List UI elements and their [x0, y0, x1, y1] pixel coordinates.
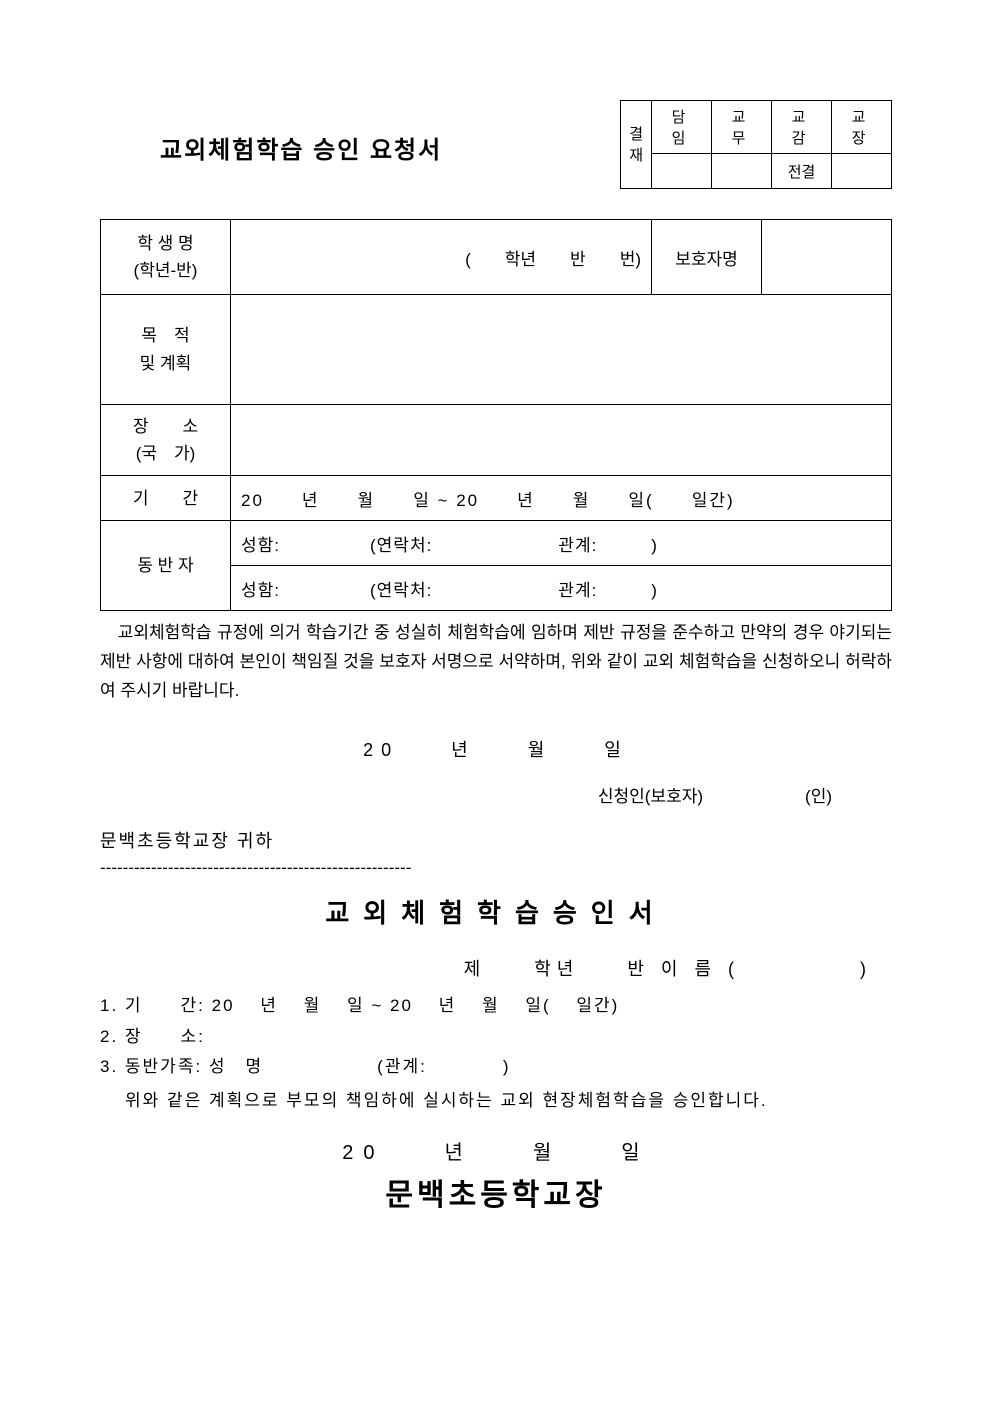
purpose-label: 목 적 및 계획	[101, 295, 231, 405]
period-label: 기 간	[101, 476, 231, 521]
approval-header-2: 교 감	[772, 101, 832, 154]
approval-cell-2: 전결	[772, 154, 832, 189]
student-label-l2: (학년-반)	[134, 261, 198, 280]
application-table: 학 생 명 (학년-반) ( 학년 반 번) 보호자명 목 적 및 계획 장 소…	[100, 219, 892, 611]
date-line: 20 년 월 일	[100, 736, 892, 762]
approval-cell-3	[832, 154, 892, 189]
student-info-cell[interactable]: ( 학년 반 번)	[231, 220, 652, 295]
approval-doc-title: 교외체험학습승인서	[100, 893, 892, 930]
student-label: 학 생 명 (학년-반)	[101, 220, 231, 295]
divider: ----------------------------------------…	[100, 858, 892, 878]
approval-stamp-table: 결재 담 임 교 무 교 감 교 장 전결	[620, 100, 892, 189]
date-line-2: 20 년 월 일	[100, 1136, 892, 1165]
header-row: 교외체험학습 승인 요청서 결재 담 임 교 무 교 감 교 장 전결	[100, 100, 892, 189]
declaration-text: 교외체험학습 규정에 의거 학습기간 중 성실히 체험학습에 임하며 제반 규정…	[100, 619, 892, 706]
place-label-l2: (국 가)	[136, 444, 196, 463]
place-label-l1: 장 소	[133, 417, 198, 436]
place-label: 장 소 (국 가)	[101, 405, 231, 476]
companion-row-2[interactable]: 성함: (연락처: 관계: )	[231, 566, 892, 611]
applicant-line: 신청인(보호자) (인)	[100, 782, 892, 807]
guardian-value[interactable]	[762, 220, 892, 295]
companion-label: 동 반 자	[101, 521, 231, 611]
approval-side-label: 결재	[621, 101, 652, 189]
purpose-value[interactable]	[231, 295, 892, 405]
approval-header-3: 교 장	[832, 101, 892, 154]
student-label-l1: 학 생 명	[137, 234, 193, 253]
document-title: 교외체험학습 승인 요청서	[100, 100, 620, 165]
approval-cell-0	[652, 154, 712, 189]
companion-row-1[interactable]: 성함: (연락처: 관계: )	[231, 521, 892, 566]
place-value[interactable]	[231, 405, 892, 476]
guardian-label: 보호자명	[652, 220, 762, 295]
list-item-3: 3. 동반가족: 성 명 (관계: )	[100, 1052, 892, 1083]
approval-header-1: 교 무	[712, 101, 772, 154]
sub-student-info: 제 학년 반 이 름 ( )	[100, 955, 892, 981]
addressee: 문백초등학교장 귀하	[100, 827, 892, 853]
purpose-label-l2: 및 계획	[140, 354, 192, 373]
list-item-1: 1. 기 간: 20 년 월 일 ~ 20 년 월 일( 일간)	[100, 991, 892, 1022]
approval-header-0: 담 임	[652, 101, 712, 154]
list-item-2: 2. 장 소:	[100, 1022, 892, 1053]
approval-cell-1	[712, 154, 772, 189]
period-value[interactable]: 20 년 월 일 ~ 20 년 월 일( 일간)	[231, 476, 892, 521]
purpose-label-l1: 목 적	[141, 326, 189, 345]
principal-signature: 문백초등학교장	[100, 1170, 892, 1214]
approval-statement: 위와 같은 계획으로 부모의 책임하에 실시하는 교외 현장체험학습을 승인합니…	[100, 1086, 892, 1111]
